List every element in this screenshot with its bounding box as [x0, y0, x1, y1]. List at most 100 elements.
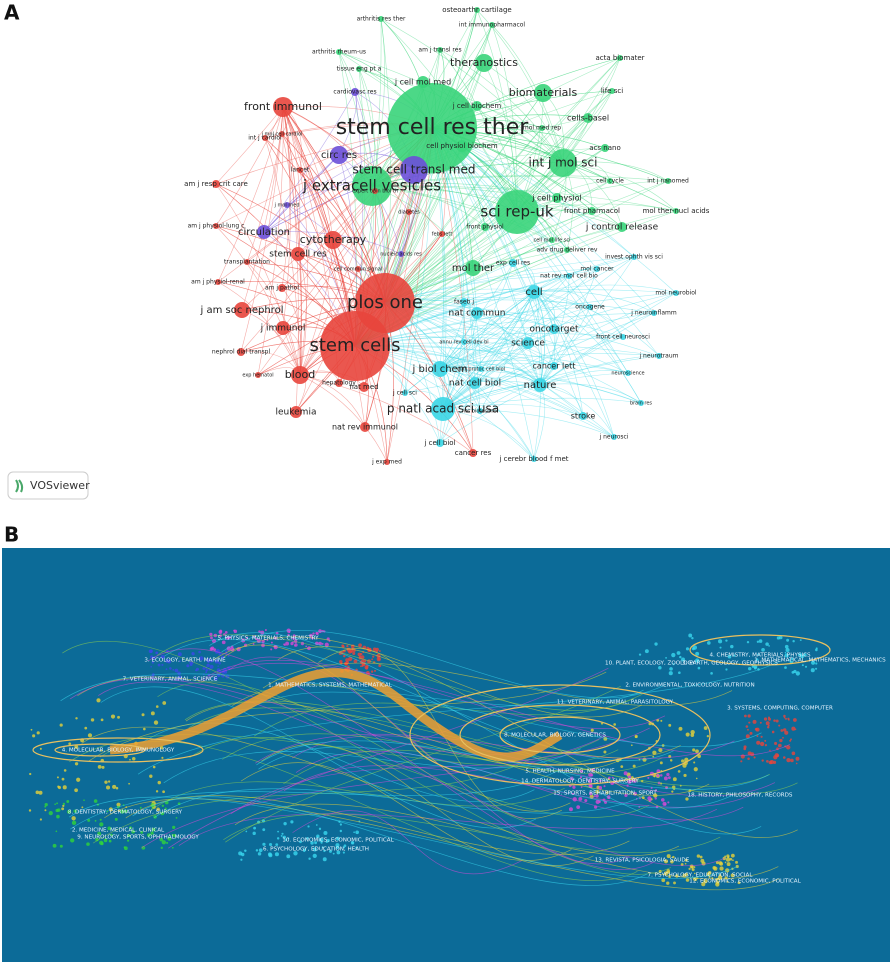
node	[620, 334, 626, 340]
map-dot	[202, 667, 206, 670]
map-dot	[305, 645, 308, 648]
edge	[282, 106, 291, 329]
map-dot	[765, 642, 769, 646]
map-dot	[692, 645, 698, 650]
node-label: nucleic acids res	[380, 252, 422, 258]
map-dot	[766, 726, 770, 729]
map-dot	[724, 861, 727, 864]
map-dot	[603, 750, 607, 754]
map-dot	[205, 671, 208, 674]
node	[324, 231, 342, 249]
citation-link	[69, 796, 738, 879]
map-dot	[785, 648, 790, 653]
node-label: curr protoc cell biol	[457, 367, 505, 373]
citation-link	[92, 759, 530, 844]
citation-link	[149, 781, 565, 812]
node-label: j cell mol med	[394, 78, 451, 87]
map-dot	[103, 838, 108, 843]
node	[330, 146, 348, 164]
edge	[384, 302, 584, 417]
node-label: am j pathol	[265, 285, 299, 292]
node	[611, 434, 617, 440]
map-dot	[737, 881, 741, 885]
node-label: invest ophth vis sci	[605, 254, 663, 261]
map-dot	[598, 786, 603, 790]
node-label: j mol cell cardiol	[261, 132, 303, 138]
map-dot	[795, 762, 798, 765]
map-dot	[221, 655, 225, 659]
edge	[533, 291, 546, 386]
map-dot	[283, 821, 287, 826]
map-dot	[793, 669, 797, 674]
map-dot	[252, 831, 256, 836]
citation-link	[163, 748, 581, 784]
map-dot	[784, 666, 787, 669]
map-dot	[784, 651, 787, 654]
map-dot	[244, 849, 247, 852]
edge	[384, 180, 611, 304]
edge	[354, 345, 615, 438]
node	[439, 231, 445, 237]
edge	[354, 345, 642, 404]
node	[244, 259, 250, 265]
node	[471, 307, 483, 319]
map-dot	[71, 816, 76, 821]
map-dot	[255, 637, 258, 641]
node	[617, 222, 627, 232]
discipline-label: 3. ECOLOGY, EARTH, MARINE	[144, 658, 226, 664]
map-dot	[151, 827, 156, 832]
map-dot	[658, 748, 663, 753]
map-dot	[603, 785, 606, 788]
map-dot	[268, 842, 273, 847]
edge	[354, 345, 629, 374]
node-label: stem cell res ther	[336, 115, 530, 140]
map-dot	[74, 762, 79, 766]
map-dot	[162, 790, 165, 794]
map-dot	[659, 774, 663, 777]
discipline-label: 4. CHEMISTRY, MATERIALS, PHYSICS	[709, 653, 811, 659]
map-dot	[293, 851, 298, 856]
node	[550, 362, 558, 370]
edge	[384, 302, 624, 338]
node	[273, 97, 293, 117]
map-dot	[358, 655, 362, 659]
map-dot	[587, 778, 593, 784]
map-dot	[57, 785, 60, 788]
node-label: mol ther	[452, 263, 495, 274]
node	[278, 284, 286, 292]
node	[284, 202, 290, 208]
map-dot	[107, 780, 111, 783]
edge	[215, 225, 301, 376]
map-dot	[52, 843, 57, 848]
cluster-ring	[459, 704, 661, 766]
node-label: j neuroinflamm	[630, 310, 677, 317]
node	[336, 49, 342, 55]
node-label: leukemia	[276, 408, 317, 418]
map-dot	[74, 788, 78, 793]
map-dot	[224, 630, 228, 634]
map-dot	[789, 739, 792, 742]
citation-link	[100, 686, 537, 829]
map-dot	[205, 668, 209, 672]
node-label: nat rev immunol	[332, 423, 398, 432]
map-dot	[332, 852, 335, 855]
node-label: cell cycle	[596, 178, 624, 185]
edge	[371, 18, 385, 187]
map-dot	[90, 718, 95, 722]
edge	[354, 292, 677, 347]
map-dot	[752, 719, 757, 724]
map-dot	[364, 665, 369, 670]
edge	[371, 185, 553, 241]
map-dot	[110, 714, 116, 719]
citation-link	[258, 746, 734, 809]
node	[436, 439, 444, 447]
map-dot	[745, 734, 750, 739]
map-dot	[320, 841, 323, 844]
edge	[384, 57, 621, 304]
map-dot	[128, 782, 130, 785]
map-dot	[690, 865, 694, 869]
edge	[491, 24, 518, 213]
map-dot	[682, 873, 687, 878]
map-dot	[318, 827, 322, 831]
node	[384, 459, 390, 465]
